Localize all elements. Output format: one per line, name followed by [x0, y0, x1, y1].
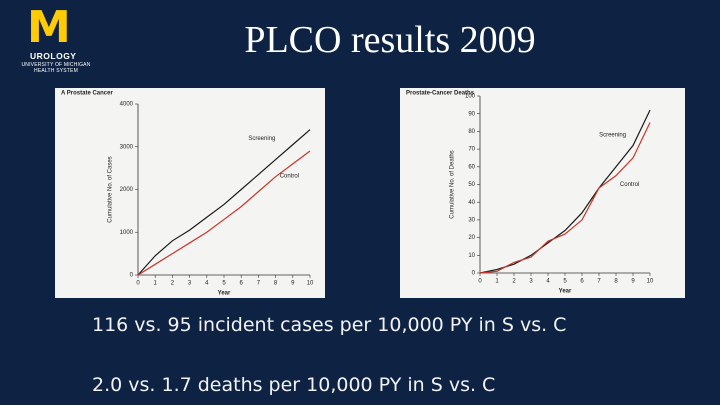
x-tick-label: 6: [580, 279, 584, 285]
x-tick-label: 3: [529, 279, 533, 285]
y-axis-label: Cumulative No. of Deaths: [450, 150, 456, 218]
x-tick-label: 2: [171, 281, 175, 287]
series-label: Control: [620, 182, 639, 188]
logo-unit: UROLOGY: [30, 51, 77, 61]
x-tick-label: 2: [512, 279, 516, 285]
slide-title: PLCO results 2009: [244, 19, 536, 61]
x-tick-label: 8: [274, 281, 278, 287]
y-tick-label: 2000: [120, 187, 134, 193]
x-tick-label: 10: [647, 279, 654, 285]
y-tick-label: 4000: [120, 102, 134, 108]
x-tick-label: 0: [136, 281, 140, 287]
chart-title: A Prostate Cancer: [61, 91, 113, 97]
y-tick-label: 20: [468, 235, 475, 241]
x-tick-label: 4: [205, 281, 209, 287]
y-tick-label: 0: [130, 273, 134, 279]
x-tick-label: 3: [188, 281, 192, 287]
y-tick-label: 30: [468, 217, 475, 223]
chart: A Prostate Cancer 0 1000 2000 3000 4000 0 1 2 3 4 5…: [55, 88, 325, 298]
y-tick-label: 50: [468, 182, 475, 188]
series-label: Screening: [599, 133, 626, 139]
x-axis-label: Year: [218, 291, 231, 297]
chart-title: Prostate-Cancer Deaths: [406, 91, 475, 97]
y-tick-label: 1000: [120, 230, 134, 236]
y-tick-label: 0: [472, 271, 476, 277]
y-tick-label: 3000: [120, 144, 134, 150]
x-tick-label: 10: [307, 281, 314, 287]
x-tick-label: 0: [478, 279, 482, 285]
y-tick-label: 10: [468, 253, 475, 259]
y-tick-label: 70: [468, 147, 475, 153]
y-tick-label: 100: [465, 94, 476, 100]
series-line: [137, 129, 311, 276]
chart: Prostate-Cancer Deaths010203040506070809…: [400, 88, 685, 298]
x-axis-label: Year: [559, 289, 572, 295]
series-line: [137, 150, 311, 276]
x-tick-label: 9: [291, 281, 295, 287]
logo-line: HEALTH SYSTEM: [34, 68, 78, 74]
logo-line: UNIVERSITY OF MICHIGAN: [21, 62, 91, 68]
x-tick-label: 9: [631, 279, 635, 285]
x-tick-label: 4: [546, 279, 550, 285]
y-tick-label: 80: [468, 129, 475, 135]
bullet: 116 vs. 95 incident cases per 10,000 PY …: [92, 314, 567, 336]
y-tick-label: 60: [468, 164, 475, 170]
x-tick-label: 5: [222, 281, 226, 287]
y-axis-label: Cumulative No. of Cases: [108, 156, 114, 222]
y-tick-label: 90: [468, 111, 475, 117]
x-tick-label: 6: [240, 281, 244, 287]
x-tick-label: 5: [563, 279, 567, 285]
x-tick-label: 7: [257, 281, 261, 287]
series-label: Control: [280, 173, 299, 179]
x-tick-label: 8: [614, 279, 618, 285]
logo-mark: M: [27, 2, 71, 53]
series-line: [479, 122, 651, 274]
x-tick-label: 1: [154, 281, 158, 287]
bullet: 2.0 vs. 1.7 deaths per 10,000 PY in S vs…: [92, 374, 496, 396]
x-tick-label: 7: [597, 279, 601, 285]
series-label: Screening: [248, 136, 275, 142]
x-tick-label: 1: [495, 279, 499, 285]
y-tick-label: 40: [468, 200, 475, 206]
